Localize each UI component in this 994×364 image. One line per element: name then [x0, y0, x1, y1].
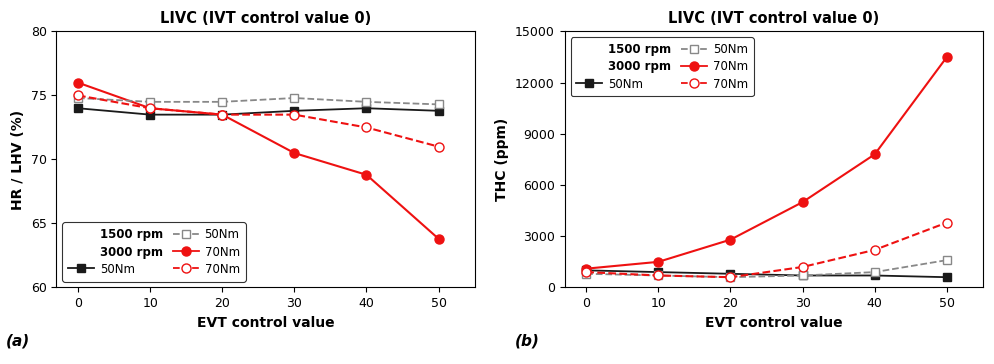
Text: (b): (b)	[515, 333, 540, 348]
Title: LIVC (IVT control value 0): LIVC (IVT control value 0)	[160, 11, 371, 26]
Text: (a): (a)	[6, 333, 31, 348]
X-axis label: EVT control value: EVT control value	[197, 316, 334, 330]
X-axis label: EVT control value: EVT control value	[705, 316, 843, 330]
Legend: 1500 rpm, 3000 rpm, 50Nm, 50Nm, 70Nm, 70Nm: 1500 rpm, 3000 rpm, 50Nm, 50Nm, 70Nm, 70…	[63, 222, 246, 281]
Y-axis label: HR / LHV (%): HR / LHV (%)	[11, 109, 25, 210]
Legend: 1500 rpm, 3000 rpm, 50Nm, 50Nm, 70Nm, 70Nm: 1500 rpm, 3000 rpm, 50Nm, 50Nm, 70Nm, 70…	[571, 37, 753, 96]
Y-axis label: THC (ppm): THC (ppm)	[495, 118, 510, 201]
Title: LIVC (IVT control value 0): LIVC (IVT control value 0)	[668, 11, 880, 26]
